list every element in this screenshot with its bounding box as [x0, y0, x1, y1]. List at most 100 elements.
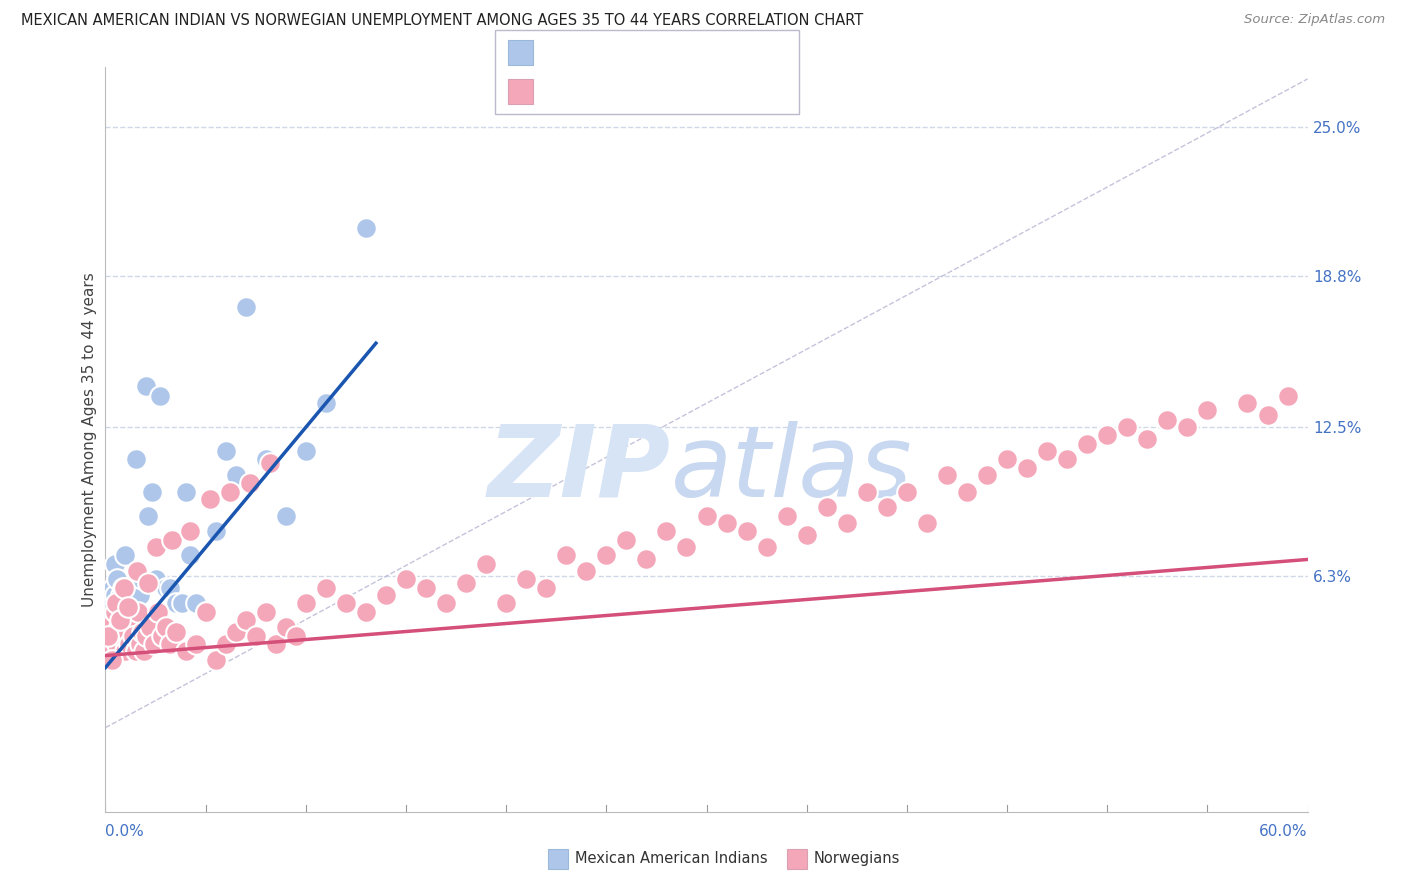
Point	[976, 468, 998, 483]
Point	[101, 653, 124, 667]
Point	[1015, 461, 1038, 475]
Point	[295, 444, 318, 458]
Point	[936, 468, 959, 483]
Point	[155, 620, 177, 634]
Text: Source: ZipAtlas.com: Source: ZipAtlas.com	[1244, 13, 1385, 27]
Point	[1197, 403, 1219, 417]
Point	[1257, 409, 1279, 423]
Point	[112, 613, 135, 627]
Point	[1277, 389, 1299, 403]
Point	[121, 596, 143, 610]
Point	[110, 589, 132, 603]
Point	[755, 541, 778, 555]
Point	[118, 582, 141, 596]
Point	[995, 451, 1018, 466]
Point	[214, 444, 236, 458]
Point	[956, 485, 979, 500]
Point	[1136, 433, 1159, 447]
Text: 0.0%: 0.0%	[105, 823, 145, 838]
Point	[103, 582, 125, 596]
Point	[204, 653, 226, 667]
Point	[855, 485, 877, 500]
Point	[415, 582, 437, 596]
Point	[96, 620, 118, 634]
Point	[218, 485, 240, 500]
Point	[254, 451, 277, 466]
Point	[315, 396, 337, 410]
Point	[264, 636, 287, 650]
Point	[136, 576, 159, 591]
Text: N =: N =	[624, 45, 658, 60]
Point	[108, 596, 131, 610]
Point	[434, 596, 457, 610]
Point	[160, 533, 183, 548]
Point	[131, 624, 153, 639]
Text: N =: N =	[624, 85, 658, 99]
Point	[105, 596, 128, 610]
Point	[194, 605, 217, 619]
Point	[104, 558, 127, 572]
Point	[155, 582, 177, 596]
Point	[98, 636, 121, 650]
Point	[534, 582, 557, 596]
Point	[108, 620, 131, 634]
Point	[896, 485, 918, 500]
Point	[170, 596, 193, 610]
Text: 60.0%: 60.0%	[1260, 823, 1308, 838]
Point	[1116, 420, 1139, 434]
Point	[1156, 413, 1178, 427]
Point	[110, 629, 132, 643]
Point	[245, 629, 267, 643]
Point	[148, 389, 170, 403]
Point	[776, 509, 799, 524]
Point	[1236, 396, 1258, 410]
Point	[184, 636, 207, 650]
Point	[117, 600, 139, 615]
Point	[395, 572, 418, 586]
Point	[131, 572, 153, 586]
Text: 40: 40	[654, 45, 675, 60]
Point	[235, 613, 257, 627]
Point	[128, 589, 150, 603]
Point	[142, 636, 165, 650]
Point	[146, 605, 169, 619]
Point	[716, 516, 738, 531]
Point	[127, 605, 149, 619]
Point	[118, 636, 141, 650]
Point	[675, 541, 697, 555]
Point	[1097, 427, 1119, 442]
Point	[121, 613, 143, 627]
Point	[225, 624, 247, 639]
Text: Mexican American Indians: Mexican American Indians	[575, 852, 768, 866]
Point	[1175, 420, 1198, 434]
Point	[735, 524, 758, 538]
Text: Norwegians: Norwegians	[814, 852, 900, 866]
Point	[796, 528, 818, 542]
Point	[315, 582, 337, 596]
Point	[354, 605, 377, 619]
Point	[114, 548, 136, 562]
Point	[284, 629, 307, 643]
Point	[259, 456, 281, 470]
Point	[456, 576, 478, 591]
Point	[179, 548, 201, 562]
Point	[915, 516, 938, 531]
Point	[114, 644, 136, 658]
Point	[636, 552, 658, 566]
Point	[204, 524, 226, 538]
Point	[104, 589, 127, 603]
Point	[214, 636, 236, 650]
Point	[174, 644, 197, 658]
Text: 0.292: 0.292	[568, 85, 616, 99]
Point	[179, 524, 201, 538]
Point	[112, 582, 135, 596]
Point	[117, 624, 139, 639]
Point	[114, 582, 136, 596]
Point	[150, 629, 173, 643]
Point	[145, 572, 167, 586]
Point	[138, 620, 160, 634]
Point	[125, 565, 148, 579]
Point	[132, 644, 155, 658]
Point	[165, 624, 187, 639]
Text: R =: R =	[541, 45, 575, 60]
